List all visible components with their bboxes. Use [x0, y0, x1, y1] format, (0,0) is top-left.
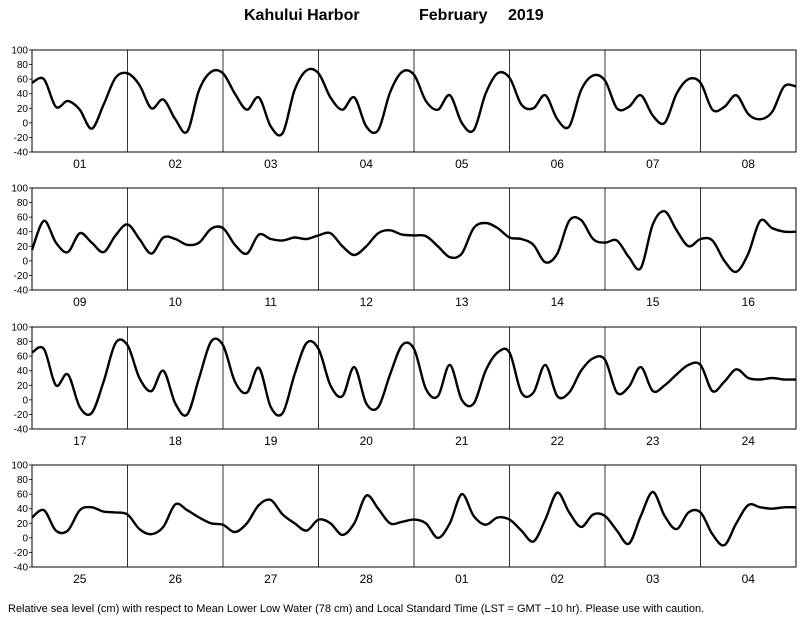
y-tick-label: 60 [17, 490, 29, 501]
day-label: 26 [169, 572, 183, 586]
y-tick-label: 0 [22, 118, 28, 129]
day-label: 05 [455, 157, 469, 171]
day-label: 16 [742, 295, 756, 309]
day-label: 02 [169, 157, 183, 171]
y-tick-label: 20 [17, 381, 29, 392]
day-label: 22 [551, 434, 565, 448]
footer-note: Relative sea level (cm) with respect to … [8, 603, 704, 615]
y-tick-label: 100 [11, 184, 28, 195]
y-tick-label: 0 [22, 256, 28, 267]
y-tick-label: 0 [22, 395, 28, 406]
day-label: 11 [265, 295, 278, 309]
month-title: February [419, 7, 488, 24]
y-tick-label: 20 [17, 242, 29, 253]
tide-curve [31, 490, 797, 547]
y-tick-label: 40 [17, 227, 29, 238]
y-tick-label: 20 [17, 519, 29, 530]
day-label: 12 [360, 295, 374, 309]
y-tick-label: 20 [17, 104, 29, 115]
y-tick-label: -20 [14, 133, 29, 144]
day-label: 17 [73, 434, 87, 448]
y-tick-label: -40 [14, 286, 29, 297]
day-label: 03 [264, 157, 278, 171]
day-label: 28 [360, 572, 374, 586]
day-label: 04 [742, 572, 756, 586]
day-label: 01 [73, 157, 87, 171]
y-tick-label: -20 [14, 548, 29, 559]
tide-curve [31, 67, 797, 137]
year-title: 2019 [508, 7, 544, 24]
panel-1: -40 -20 0 20 40 60 80 100 01 02 03 04 05 06 07 08 [11, 46, 797, 171]
y-tick-label: 40 [17, 89, 29, 100]
y-tick-label: 100 [11, 323, 28, 334]
y-tick-label: 80 [17, 337, 29, 348]
y-tick-label: -20 [14, 410, 29, 421]
day-label: 04 [360, 157, 374, 171]
day-label: 24 [742, 434, 756, 448]
panel-3: -40 -20 0 20 40 60 80 100 17 18 19 20 21 22 23 24 [11, 323, 797, 448]
y-tick-label: -40 [14, 563, 29, 574]
day-label: 07 [646, 157, 660, 171]
day-label: 18 [169, 434, 183, 448]
y-tick-label: 40 [17, 366, 29, 377]
day-label: 20 [360, 434, 374, 448]
y-tick-label: 100 [11, 461, 28, 472]
tide-curve [31, 337, 797, 417]
tide-curve [30, 209, 797, 274]
panel-4: -40 -20 0 20 40 60 80 100 25 26 27 28 01 02 03 04 [11, 461, 797, 586]
day-label: 06 [551, 157, 565, 171]
station-title: Kahului Harbor [244, 7, 360, 24]
day-label: 13 [455, 295, 469, 309]
y-tick-label: 60 [17, 352, 29, 363]
day-label: 01 [455, 572, 469, 586]
day-label: 08 [742, 157, 756, 171]
panel-2: -40 -20 0 20 40 60 80 100 09 10 11 12 13 14 15 16 [11, 184, 797, 309]
day-label: 02 [551, 572, 565, 586]
day-label: 25 [73, 572, 87, 586]
y-tick-label: -20 [14, 271, 29, 282]
day-label: 09 [73, 295, 87, 309]
day-label: 15 [646, 295, 660, 309]
y-tick-label: 80 [17, 198, 29, 209]
y-tick-label: 60 [17, 75, 29, 86]
y-tick-label: -40 [14, 148, 29, 159]
y-tick-label: 60 [17, 213, 29, 224]
y-tick-label: 40 [17, 504, 29, 515]
y-tick-label: 0 [22, 533, 28, 544]
day-label: 03 [646, 572, 660, 586]
y-tick-label: -40 [14, 425, 29, 436]
day-label: 14 [551, 295, 565, 309]
day-label: 23 [646, 434, 660, 448]
y-tick-label: 80 [17, 475, 29, 486]
day-label: 21 [455, 434, 469, 448]
day-label: 10 [169, 295, 183, 309]
day-label: 19 [264, 434, 278, 448]
y-tick-label: 80 [17, 60, 29, 71]
y-tick-label: 100 [11, 46, 28, 57]
day-label: 27 [264, 572, 278, 586]
